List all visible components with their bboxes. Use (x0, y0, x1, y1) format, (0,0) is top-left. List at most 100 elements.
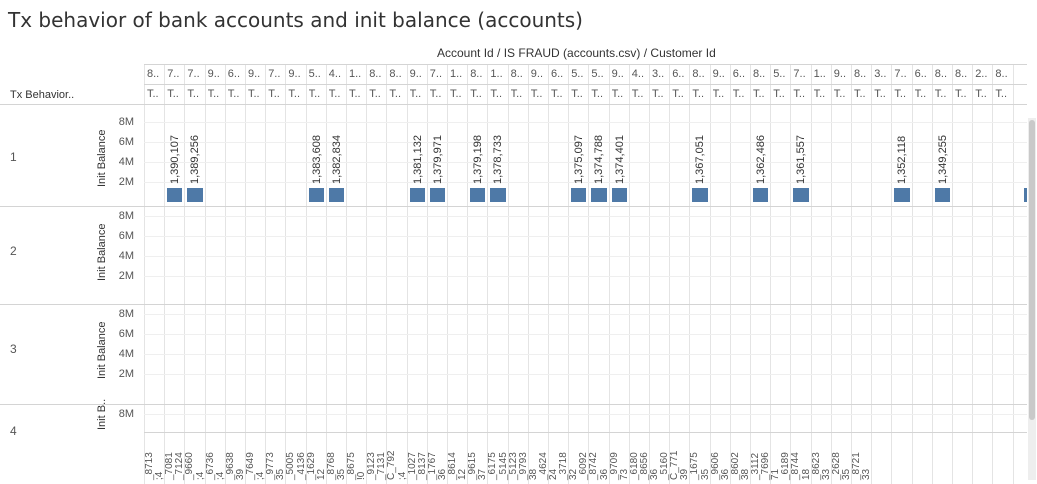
column-header-fraud[interactable]: T.. (429, 88, 442, 100)
column-header-fraud[interactable]: T.. (631, 88, 644, 100)
column-header-fraud[interactable]: T.. (490, 88, 503, 100)
column-header-account[interactable]: 5.. (571, 68, 584, 80)
bar-init-balance[interactable] (470, 188, 486, 202)
column-header-account[interactable]: 5.. (591, 68, 604, 80)
column-header-account[interactable]: 8.. (753, 68, 766, 80)
column-header-fraud[interactable]: T.. (510, 88, 523, 100)
bar-init-balance[interactable] (429, 188, 445, 202)
customer-id-label[interactable]: 33 (861, 468, 873, 480)
column-header-account[interactable]: 6.. (672, 68, 685, 80)
bar-init-balance[interactable] (1024, 188, 1027, 202)
column-header-fraud[interactable]: T.. (894, 88, 907, 100)
column-header-fraud[interactable]: T.. (955, 88, 967, 100)
column-header-account[interactable]: 3.. (874, 68, 887, 80)
column-header-account[interactable]: 5.. (308, 68, 321, 80)
column-header-fraud[interactable]: T.. (470, 88, 482, 100)
column-header-fraud[interactable]: T.. (349, 88, 361, 100)
row-label[interactable]: 4 (10, 424, 17, 438)
column-header-account[interactable]: 8.. (510, 68, 523, 80)
column-header-account[interactable]: 9.. (409, 68, 422, 80)
column-header-account[interactable]: 7.. (894, 68, 907, 80)
customer-id-label[interactable]: ;4 (194, 471, 206, 480)
scrollbar-thumb[interactable] (1029, 120, 1035, 420)
column-header-fraud[interactable]: T.. (773, 88, 785, 100)
column-header-fraud[interactable]: T.. (914, 88, 927, 100)
customer-id-label[interactable]: ;4 (396, 471, 408, 480)
customer-id-label[interactable]: 35 (699, 468, 711, 480)
customer-id-label[interactable]: 36 (598, 468, 610, 480)
column-header-account[interactable]: 8.. (934, 68, 948, 80)
column-header-fraud[interactable]: T.. (712, 88, 725, 100)
column-header-fraud[interactable]: T.. (813, 88, 826, 100)
column-header-account[interactable]: 4.. (328, 68, 342, 80)
column-header-account[interactable]: 9.. (207, 68, 220, 80)
column-header-account[interactable]: 7.. (793, 68, 806, 80)
column-header-account[interactable]: 9.. (248, 68, 261, 80)
bar-init-balance[interactable] (934, 188, 950, 202)
customer-id-label[interactable]: _1675 (689, 452, 701, 480)
column-header-account[interactable]: 4.. (631, 68, 645, 80)
column-header-account[interactable]: 9.. (611, 68, 624, 80)
column-header-account[interactable]: 7.. (268, 68, 281, 80)
column-header-fraud[interactable]: T.. (692, 88, 705, 100)
customer-id-label[interactable]: _6175 (487, 452, 499, 480)
column-header-fraud[interactable]: T.. (328, 88, 341, 100)
column-header-account[interactable]: 6.. (551, 68, 564, 80)
column-header-account[interactable]: 8.. (369, 68, 382, 80)
column-header-fraud[interactable]: T.. (530, 88, 543, 100)
column-header-account[interactable]: 9.. (288, 68, 301, 80)
bar-init-balance[interactable] (692, 188, 708, 202)
column-header-account[interactable]: 6.. (914, 68, 927, 80)
column-header-fraud[interactable]: T.. (833, 88, 846, 100)
column-header-account[interactable]: 8.. (995, 68, 1008, 80)
column-header-account[interactable]: 8.. (147, 68, 160, 80)
customer-id-label[interactable]: _9660 (184, 452, 196, 480)
column-header-fraud[interactable]: T.. (450, 88, 462, 100)
column-header-account[interactable]: 8.. (470, 68, 483, 80)
column-header-fraud[interactable]: T.. (753, 88, 765, 100)
column-header-account[interactable]: 7.. (167, 68, 180, 80)
column-header-fraud[interactable]: T.. (874, 88, 886, 100)
column-header-account[interactable]: 1.. (450, 68, 463, 80)
column-header-fraud[interactable]: T.. (793, 88, 806, 100)
row-label[interactable]: 1 (10, 150, 17, 164)
column-header-fraud[interactable]: T.. (611, 88, 624, 100)
column-header-account[interactable]: 8.. (955, 68, 968, 80)
customer-id-label[interactable]: _5145 (497, 452, 509, 480)
customer-id-label[interactable]: _8742 (588, 452, 600, 480)
column-header-account[interactable]: 9.. (530, 68, 544, 80)
column-header-account[interactable]: 7.. (429, 68, 443, 80)
column-header-account[interactable]: 9.. (712, 68, 725, 80)
bar-init-balance[interactable] (591, 188, 607, 202)
customer-id-label[interactable]: 18 (800, 468, 812, 480)
column-header-fraud[interactable]: T.. (591, 88, 604, 100)
column-header-account[interactable]: 8.. (389, 68, 402, 80)
column-header-account[interactable]: 1.. (490, 68, 503, 80)
column-header-account[interactable]: 6.. (227, 68, 241, 80)
column-header-fraud[interactable]: T.. (147, 88, 159, 100)
column-header-account[interactable]: 2.. (975, 68, 988, 80)
bar-init-balance[interactable] (328, 188, 344, 202)
bar-init-balance[interactable] (753, 188, 769, 202)
column-header-fraud[interactable]: T.. (409, 88, 422, 100)
bar-init-balance[interactable] (409, 188, 425, 202)
column-header-account[interactable]: 6.. (732, 68, 746, 80)
column-header-account[interactable]: 5.. (773, 68, 786, 80)
row-label[interactable]: 2 (10, 244, 17, 258)
bar-init-balance[interactable] (187, 188, 203, 202)
column-header-fraud[interactable]: T.. (571, 88, 583, 100)
column-header-fraud[interactable]: T.. (732, 88, 745, 100)
row-label[interactable]: 3 (10, 342, 17, 356)
column-header-fraud[interactable]: T.. (288, 88, 301, 100)
column-header-fraud[interactable]: T.. (369, 88, 381, 100)
column-header-fraud[interactable]: T.. (248, 88, 260, 100)
customer-id-label[interactable]: C_792 (386, 450, 398, 480)
column-header-fraud[interactable]: T.. (167, 88, 179, 100)
column-header-account[interactable]: 7.. (187, 68, 200, 80)
bar-init-balance[interactable] (894, 188, 910, 202)
column-header-fraud[interactable]: T.. (854, 88, 866, 100)
column-header-fraud[interactable]: T.. (227, 88, 240, 100)
column-header-fraud[interactable]: T.. (187, 88, 200, 100)
column-header-account[interactable]: 1.. (813, 68, 826, 80)
customer-id-label[interactable]: _4136 (295, 452, 307, 480)
